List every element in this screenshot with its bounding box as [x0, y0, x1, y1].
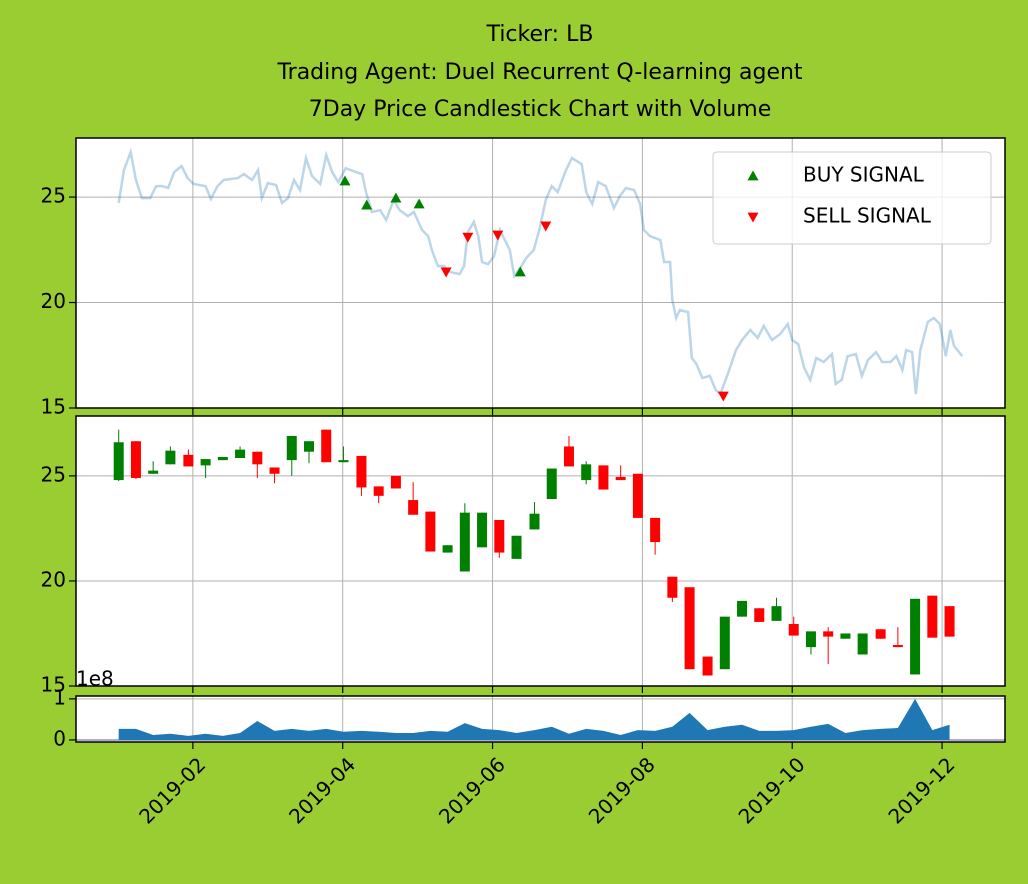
candle-body [165, 450, 176, 465]
price-line [117, 147, 964, 397]
candle-body [702, 656, 713, 676]
x-tick-label: 2019-04 [284, 752, 360, 828]
title-line: 7Day Price Candlestick Chart with Volume [309, 97, 771, 122]
candle-body [875, 629, 886, 639]
axes-frame [75, 415, 1006, 687]
candle-body [788, 624, 799, 636]
candle-body [667, 576, 678, 598]
axes-frame [75, 137, 1006, 409]
candle-body [563, 446, 574, 467]
candle-body [805, 631, 816, 648]
title-line: Trading Agent: Duel Recurrent Q-learning… [276, 60, 802, 85]
signal-marker [462, 232, 474, 243]
offset-label: 1e8 [76, 667, 114, 691]
candle-body [494, 520, 505, 553]
candle-body [338, 460, 349, 463]
candle-body [615, 476, 626, 481]
candle-body [944, 606, 955, 637]
legend-marker [747, 212, 759, 223]
candle-body [200, 459, 211, 466]
signal-marker [492, 230, 504, 241]
title-line: Ticker: LB [486, 22, 594, 47]
y-tick-label: 25 [41, 462, 66, 486]
volume-area [118, 698, 950, 740]
candle-body [286, 435, 297, 461]
candle-body [217, 456, 228, 461]
candle-body [546, 468, 557, 499]
candle-body [650, 517, 661, 543]
candle-body [390, 475, 401, 489]
candle-body [910, 598, 921, 675]
candle-body [892, 645, 903, 648]
x-tick-label: 2019-06 [434, 752, 510, 828]
axes-frame [75, 695, 1006, 743]
candle-body [632, 473, 643, 518]
signal-marker [440, 267, 452, 278]
candle-body [511, 535, 522, 559]
y-tick-label: 20 [41, 567, 66, 591]
y-tick-label: 15 [41, 395, 66, 419]
plot [76, 138, 1005, 408]
y-tick-label: 15 [41, 673, 66, 697]
candle-body [130, 441, 141, 478]
candle-body [719, 616, 730, 670]
y-tick-label: 0 [53, 726, 66, 750]
candle-body [269, 467, 280, 474]
legend-label: BUY SIGNAL [803, 163, 925, 187]
y-tick-label: 20 [41, 289, 66, 313]
candle-body [927, 595, 938, 638]
x-tick-label: 2019-02 [134, 752, 210, 828]
candle-body [823, 631, 834, 637]
candle-body [183, 454, 194, 467]
plot-area [76, 416, 1005, 686]
x-tick-label: 2019-10 [734, 752, 810, 828]
candle-body [684, 587, 695, 670]
candle-body [857, 633, 868, 655]
candle-body [252, 451, 263, 465]
candle-body [598, 465, 609, 490]
x-tick-label: 2019-08 [584, 752, 660, 828]
plot [76, 416, 1005, 686]
legend-label: SELL SIGNAL [803, 204, 932, 228]
signal-marker [514, 266, 526, 277]
signal-marker [413, 198, 425, 209]
candle-body [754, 608, 765, 622]
candle-body [425, 511, 436, 552]
plot [76, 696, 1005, 742]
candle-body [737, 600, 748, 617]
candle-body [459, 512, 470, 572]
candle-body [477, 512, 488, 548]
x-tick-label: 2019-12 [883, 752, 959, 828]
signal-marker [339, 175, 351, 186]
y-tick-label: 25 [41, 184, 66, 208]
candle-body [771, 606, 782, 621]
candle-body [148, 470, 159, 474]
signal-marker [540, 221, 552, 232]
legend [712, 151, 992, 245]
candle-body [373, 486, 384, 496]
candle-body [321, 429, 332, 463]
candle-body [442, 545, 453, 553]
candle-body [356, 455, 367, 488]
candle-body [840, 633, 851, 639]
candle-body [113, 442, 124, 481]
candle-body [303, 441, 314, 452]
signal-marker [717, 391, 729, 402]
candle-body [408, 500, 419, 515]
signal-marker [390, 192, 402, 203]
candle-body [235, 449, 246, 459]
candle-body [529, 513, 540, 530]
legend-marker [747, 170, 759, 181]
signal-marker [361, 199, 373, 210]
y-tick-label: 1 [53, 685, 66, 709]
candle-body [581, 464, 592, 481]
